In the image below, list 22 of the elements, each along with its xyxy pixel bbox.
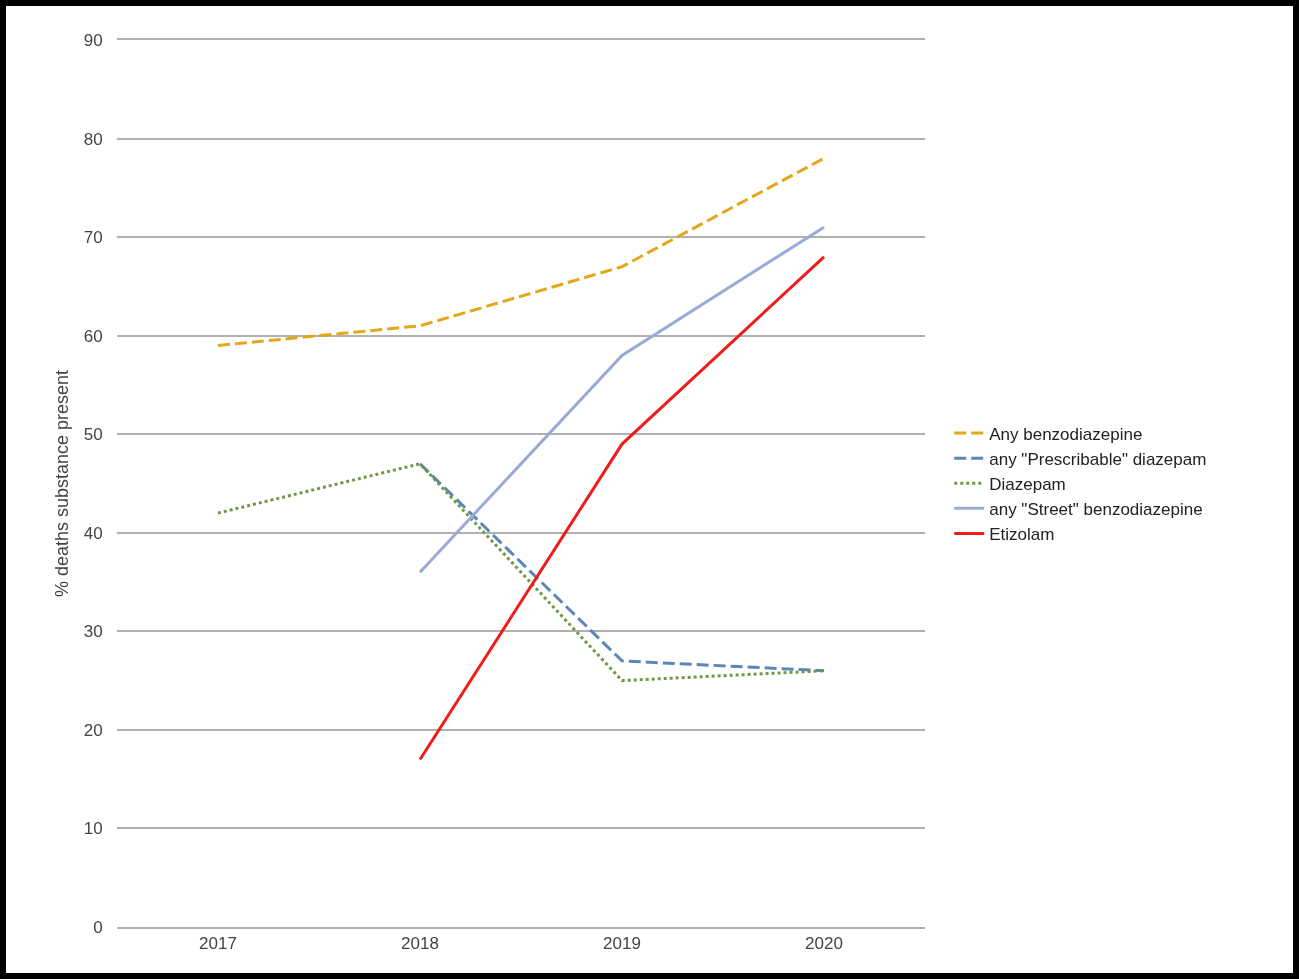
y-tick-label: 50 [83,425,103,445]
x-tick-label: 2019 [603,934,641,954]
y-tick-label: 40 [83,523,103,543]
y-tick-label: 20 [83,720,103,740]
legend-label: Etizolam [989,525,1055,545]
legend-label: any "Street" benzodiazepine [989,499,1203,519]
y-tick-label: 10 [83,819,103,839]
x-tick-label: 2017 [199,934,237,954]
legend-label: any "Prescribable" diazepam [989,449,1207,469]
x-tick-label: 2020 [805,934,843,954]
line-series [216,156,826,348]
y-tick-label: 30 [83,622,103,642]
y-tick-label: 80 [83,129,103,149]
y-tick-label: 0 [93,917,103,937]
legend-label: Diazepam [989,474,1066,494]
y-tick-label: 60 [83,326,103,346]
y-tick-label: 90 [83,30,103,50]
x-tick-label: 2018 [401,934,439,954]
y-tick-label: 70 [83,228,103,248]
line-series [216,462,826,683]
y-axis-title: % deaths substance present [51,369,72,598]
legend-label: Any benzodiazepine [989,424,1143,444]
